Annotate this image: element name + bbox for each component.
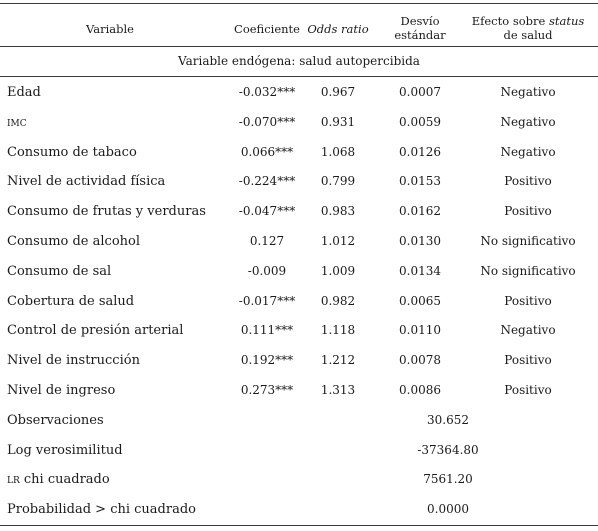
table-row: IMC -0.070*** 0.931 0.0059 Negativo [0,108,598,138]
row-desvio: 0.0134 [399,263,441,278]
row-coeficiente: 0.111*** [240,323,294,338]
header-efecto-line1: Efecto sobre status [466,14,590,28]
table-row: Nivel de instrucción 0.192*** 1.212 0.0078 P… [0,346,598,376]
row-variable: Edad [7,85,41,100]
table-row: Edad -0.032*** 0.967 0.0007 Negativo [0,78,598,108]
row-variable: Consumo de tabaco [7,144,137,160]
stat-label: Log verosimilitud [7,442,123,458]
row-odds-ratio: 1.068 [320,144,356,159]
stat-value: 0.0000 [427,502,469,517]
row-variable: IMC [7,114,27,130]
row-odds-ratio: 0.967 [320,85,356,99]
header-rule [0,46,598,47]
row-variable: Consumo de frutas y verduras [7,204,206,220]
row-coeficiente: -0.070*** [238,114,296,129]
stat-label: LR chi cuadrado [7,472,110,488]
row-variable: Nivel de ingreso [7,383,116,398]
row-coeficiente: -0.017*** [238,293,296,308]
row-coeficiente: -0.047*** [238,204,296,219]
stat-value: 7561.20 [423,472,473,487]
row-odds-ratio: 1.118 [320,323,356,338]
row-desvio: 0.0153 [399,174,441,189]
caption-rule [0,76,598,77]
row-desvio: 0.0065 [399,293,441,308]
row-coeficiente: 0.273*** [240,383,294,397]
row-efecto: Positivo [504,353,552,368]
header-efecto-prefix: Efecto sobre [471,14,549,28]
stat-row: Probabilidad > chi cuadrado 0.0000 [0,495,598,525]
row-odds-ratio: 0.982 [320,293,356,308]
top-rule [0,3,598,4]
row-odds-ratio: 1.009 [320,263,356,278]
stat-row: Log verosimilitud -37364.80 [0,436,598,466]
row-efecto: Negativo [500,114,556,129]
header-odds-ratio: Odds ratio [307,22,369,36]
row-variable: Control de presión arterial [7,323,184,339]
row-variable: Nivel de actividad física [7,174,166,190]
row-desvio: 0.0130 [399,234,441,248]
row-odds-ratio: 0.931 [320,114,356,129]
row-desvio: 0.0110 [399,323,441,338]
row-variable: Consumo de sal [7,263,112,279]
row-desvio: 0.0162 [399,204,441,219]
row-efecto: Positivo [504,174,552,189]
row-odds-ratio: 1.313 [320,383,356,397]
row-odds-ratio: 0.799 [320,174,356,189]
header-desvio: Desvío estándar [382,14,458,42]
row-efecto: Positivo [504,383,552,397]
row-coeficiente: 0.127 [249,234,285,248]
row-efecto: Positivo [504,204,552,219]
table-row: Consumo de alcohol 0.127 1.012 0.0130 No sig… [0,227,598,257]
row-desvio: 0.0007 [399,85,441,99]
table-row: Consumo de tabaco 0.066*** 1.068 0.0126 Nega… [0,138,598,168]
header-desvio-line1: Desvío [400,14,440,28]
header-efecto-line2: de salud [503,28,553,42]
table-caption: Variable endógena: salud autopercibida [178,54,420,68]
row-efecto: Positivo [504,293,552,308]
header-efecto-italic: status [548,14,585,28]
row-variable: Cobertura de salud [7,293,135,309]
stat-value: -37364.80 [417,442,479,457]
table-row: Cobertura de salud -0.017*** 0.982 0.0065 Po… [0,287,598,317]
header-coeficiente: Coeficiente [234,22,300,36]
stat-label: Observaciones [7,412,104,428]
row-efecto: Negativo [500,85,556,99]
header-variable: Variable [86,22,134,36]
row-odds-ratio: 0.983 [320,204,356,219]
row-desvio: 0.0126 [399,144,441,159]
row-efecto: No significativo [480,234,576,248]
stat-value: 30.652 [427,412,469,427]
header-desvio-line2: estándar [394,28,446,42]
row-odds-ratio: 1.012 [320,234,356,248]
stat-label: Probabilidad > chi cuadrado [7,502,196,518]
row-coeficiente: -0.224*** [238,174,296,189]
row-coeficiente: 0.066*** [240,144,294,159]
row-odds-ratio: 1.212 [320,353,356,368]
table-row: Nivel de actividad física -0.224*** 0.799 0… [0,167,598,197]
stat-row: LR chi cuadrado 7561.20 [0,465,598,495]
row-coeficiente: -0.009 [247,263,287,278]
bottom-rule [0,525,598,526]
row-variable: Consumo de alcohol [7,234,140,249]
table-row: Control de presión arterial 0.111*** 1.118… [0,316,598,346]
row-desvio: 0.0059 [399,114,441,129]
row-variable: Nivel de instrucción [7,353,140,369]
row-coeficiente: -0.032*** [238,85,296,99]
header-efecto: Efecto sobre status de salud [466,14,590,42]
row-desvio: 0.0086 [399,383,441,397]
table-row: Nivel de ingreso 0.273*** 1.313 0.0086 Posit… [0,376,598,406]
table-row: Consumo de frutas y verduras -0.047*** 0.9… [0,197,598,227]
row-efecto: Negativo [500,323,556,338]
row-efecto: Negativo [500,144,556,159]
row-desvio: 0.0078 [399,353,441,368]
row-coeficiente: 0.192*** [240,353,294,368]
stat-row: Observaciones 30.652 [0,406,598,436]
row-efecto: No significativo [480,263,576,278]
table-row: Consumo de sal -0.009 1.009 0.0134 No signif… [0,257,598,287]
